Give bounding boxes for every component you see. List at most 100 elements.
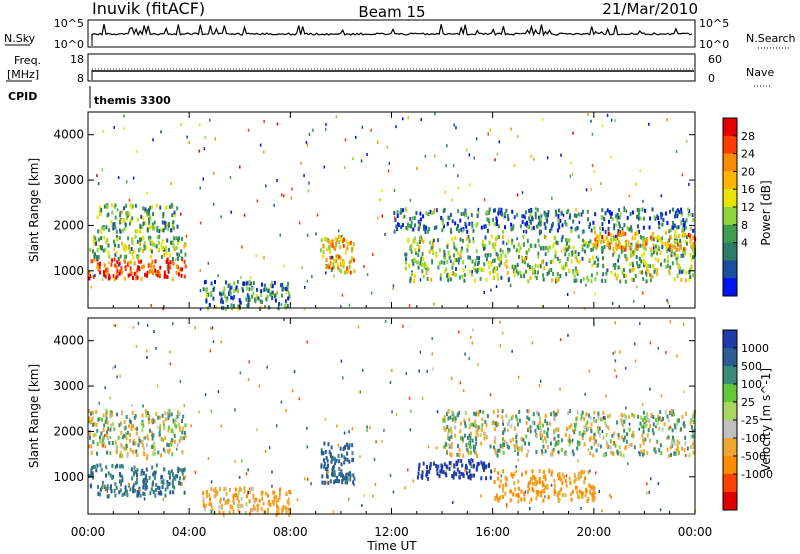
velocity-noise-cell <box>146 356 148 359</box>
velocity-cell <box>341 480 344 485</box>
power-cell <box>284 299 287 304</box>
velocity-cell <box>467 436 469 440</box>
velocity-cell <box>153 441 156 446</box>
velocity-cell <box>155 483 158 488</box>
power-cell <box>486 253 489 258</box>
velocity-cell <box>503 439 506 444</box>
power-cell <box>107 276 110 281</box>
power-cell <box>687 207 690 212</box>
power-cell <box>149 235 152 240</box>
velocity-cell <box>505 414 508 418</box>
power-cell <box>687 233 690 238</box>
velocity-cell <box>583 480 586 485</box>
power-cell <box>410 245 412 250</box>
power-cell <box>176 206 179 211</box>
velocity-noise-cell <box>132 325 135 329</box>
velocity-cell <box>468 469 471 474</box>
colorbar-swatch <box>723 118 737 137</box>
velocity-cell <box>497 409 500 414</box>
power-noise-cell <box>600 182 602 186</box>
velocity-cell <box>134 481 137 486</box>
velocity-cell <box>320 448 323 453</box>
velocity-cell <box>528 417 531 421</box>
velocity-noise-cell <box>505 481 507 485</box>
power-cell <box>644 246 647 251</box>
power-cell <box>635 247 638 251</box>
velocity-cell <box>654 449 657 454</box>
velocity-cell <box>106 494 109 499</box>
power-cell <box>534 274 537 279</box>
power-noise-cell <box>473 156 475 160</box>
velocity-noise-cell <box>153 330 155 333</box>
velocity-cell <box>605 433 608 437</box>
velocity-cell <box>129 433 131 437</box>
power-cell <box>135 273 138 278</box>
power-cell <box>335 254 338 259</box>
power-cell <box>495 222 498 227</box>
velocity-cell <box>676 439 679 444</box>
velocity-noise-cell <box>614 359 617 363</box>
colorbar-swatch <box>723 366 737 385</box>
power-cell <box>524 222 527 227</box>
power-noise-cell <box>239 165 241 169</box>
velocity-cell <box>323 441 326 446</box>
power-cell <box>231 306 234 311</box>
power-noise-cell <box>614 119 616 123</box>
power-cell <box>620 249 623 254</box>
power-cell <box>167 265 170 270</box>
power-cell <box>129 260 132 265</box>
velocity-cell <box>181 430 184 435</box>
velocity-cell <box>286 500 289 505</box>
power-cell <box>619 212 622 217</box>
velocity-cell <box>261 497 264 501</box>
power-cell <box>220 292 223 297</box>
power-noise-cell <box>434 112 436 116</box>
velocity-noise-cell <box>506 505 508 509</box>
power-cell <box>92 249 94 254</box>
velocity-cell <box>543 489 546 494</box>
power-cell <box>532 269 535 274</box>
power-cell <box>632 278 635 282</box>
power-cell <box>476 262 479 267</box>
power-cell <box>642 225 645 230</box>
power-cell <box>617 229 620 234</box>
x-tick-label: 00:00 <box>678 525 713 539</box>
velocity-cell <box>426 476 429 481</box>
power-cell <box>328 246 331 251</box>
velocity-cell <box>597 425 599 430</box>
power-cell <box>682 218 685 223</box>
velocity-cell <box>509 439 512 444</box>
power-cell <box>656 268 659 272</box>
power-noise-cell <box>546 156 549 160</box>
velocity-cell <box>171 472 174 477</box>
power-cell <box>523 257 526 262</box>
velocity-cell <box>597 429 600 434</box>
power-cell <box>554 254 557 259</box>
power-cell <box>169 204 172 209</box>
velocity-noise-cell <box>614 350 616 354</box>
velocity-cell <box>483 431 486 436</box>
power-noise-cell <box>379 198 381 202</box>
power-cell <box>484 224 487 229</box>
velocity-noise-cell <box>107 428 109 432</box>
velocity-noise-cell <box>452 501 454 504</box>
velocity-noise-cell <box>372 494 374 498</box>
colorbar-swatch <box>723 260 737 279</box>
power-cell <box>117 244 120 248</box>
power-cell <box>680 221 683 226</box>
x-tick-label: 12:00 <box>374 525 409 539</box>
velocity-cell <box>282 505 285 510</box>
power-cell <box>435 225 438 230</box>
velocity-cell <box>257 503 260 508</box>
power-cell <box>556 256 559 261</box>
velocity-cell <box>129 487 132 492</box>
power-cell <box>443 252 446 257</box>
velocity-noise-cell <box>157 384 159 388</box>
velocity-cell <box>417 471 420 476</box>
velocity-cell <box>578 471 581 476</box>
power-cell <box>564 264 566 269</box>
power-cell <box>335 240 338 245</box>
power-cell <box>352 242 355 247</box>
velocity-cell <box>692 434 695 439</box>
power-cell <box>681 227 684 231</box>
